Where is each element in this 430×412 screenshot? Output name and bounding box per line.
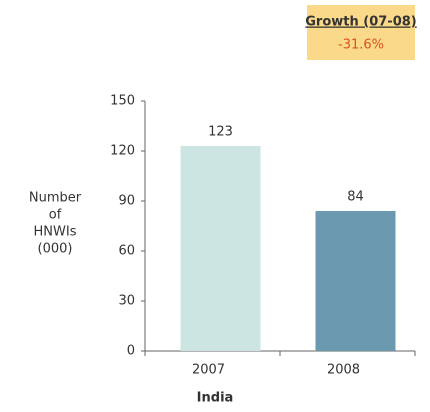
x-axis-label: India: [197, 391, 234, 406]
y-axis-label: of: [49, 208, 62, 223]
x-tick-label: 2008: [327, 363, 360, 378]
bar: [315, 211, 396, 351]
y-axis-label: (000): [38, 242, 73, 257]
bar: [180, 146, 261, 351]
y-tick-label: 150: [110, 94, 135, 109]
y-axis-label: HNWIs: [34, 225, 77, 240]
y-tick-label: 30: [118, 294, 135, 309]
growth-value: -31.6%: [338, 38, 384, 53]
data-label: 84: [347, 190, 364, 205]
growth-box: [307, 5, 415, 60]
y-axis-label: Number: [29, 191, 82, 206]
y-tick-label: 90: [118, 194, 135, 209]
y-tick-label: 0: [127, 344, 135, 359]
growth-title: Growth (07-08): [305, 15, 416, 30]
y-tick-label: 120: [110, 144, 135, 159]
y-tick-label: 60: [118, 244, 135, 259]
x-tick-label: 2007: [192, 363, 225, 378]
data-label: 123: [208, 125, 233, 140]
